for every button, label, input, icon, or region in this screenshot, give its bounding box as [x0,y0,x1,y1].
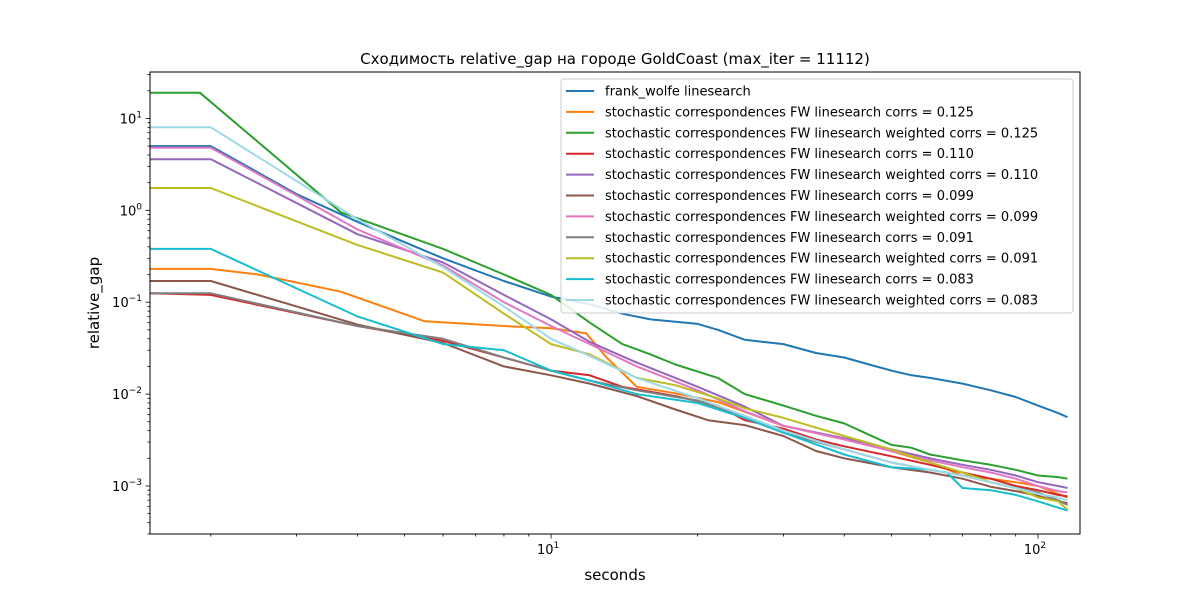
legend-label: stochastic correspondences FW linesearch… [605,252,1038,267]
legend-label: stochastic correspondences FW linesearch… [605,126,1038,141]
legend-label: stochastic correspondences FW linesearch… [605,273,974,288]
legend-label: stochastic correspondences FW linesearch… [605,105,974,120]
series-line-1 [150,145,1068,419]
legend-items: frank_wolfe linesearch stochastic corresp… [566,85,1038,309]
legend: frank_wolfe linesearch stochastic corresp… [560,78,1074,314]
chart-title: Сходимость relative_gap на городе GoldCo… [360,50,870,69]
plot-frame [149,71,1081,535]
legend-label: frank_wolfe linesearch [605,85,751,100]
legend-label: stochastic correspondences FW linesearch… [605,210,1038,225]
series-line-5 [150,158,1068,489]
legend-label: stochastic correspondences FW linesearch… [605,231,974,246]
legend-box [560,78,1074,314]
legend-label: stochastic correspondences FW linesearch… [605,294,1038,309]
legend-label: stochastic correspondences FW linesearch… [605,168,1038,183]
legend-label: stochastic correspondences FW linesearch… [605,147,974,162]
series-line-3 [150,91,1068,480]
series-line-7 [150,146,1068,494]
series-line-11 [150,126,1068,502]
y-axis-label: relative_gap [85,257,104,349]
series-layer [150,91,1069,512]
series-line-6 [150,280,1068,505]
series-line-10 [150,247,1068,512]
x-axis-label: seconds [584,566,645,584]
legend-label: stochastic correspondences FW linesearch… [605,189,974,204]
